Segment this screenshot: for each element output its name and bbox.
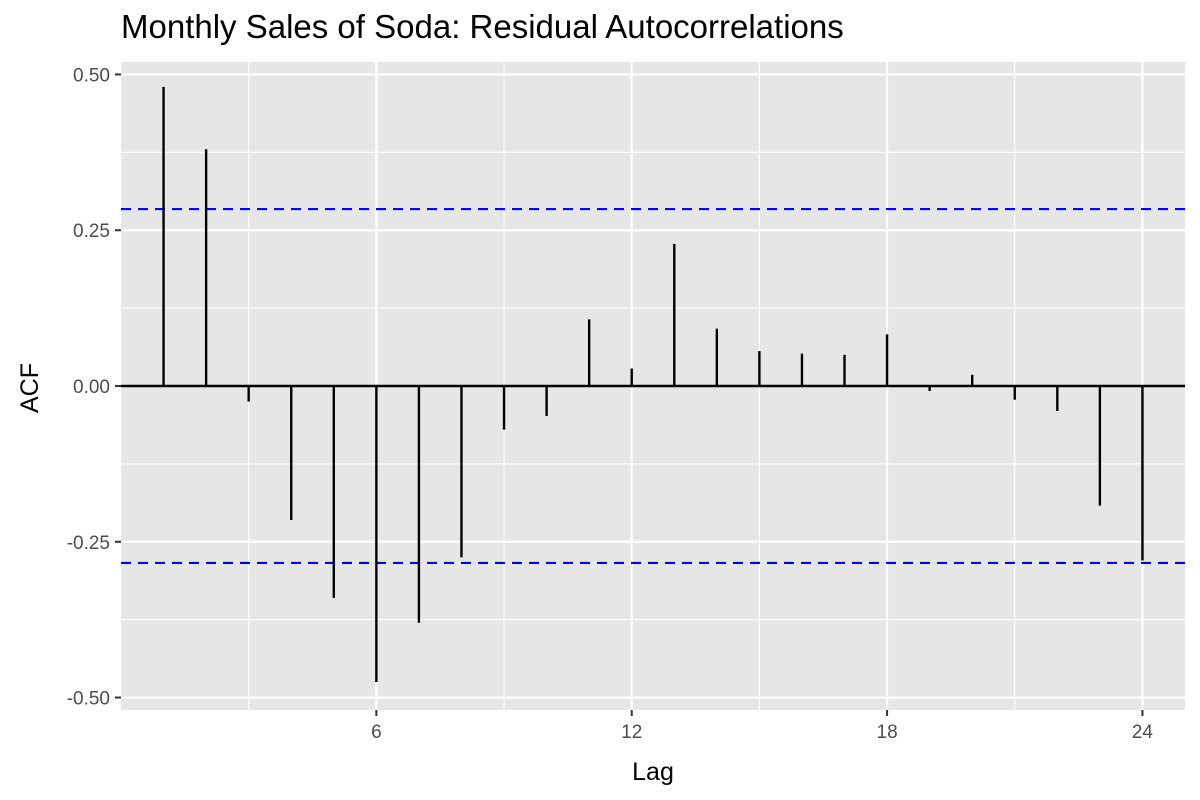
x-tick-label: 18 [877, 722, 898, 743]
y-axis: -0.50 -0.25 0.00 0.25 0.50 [67, 65, 121, 710]
y-tick-label: 0.25 [73, 221, 110, 242]
x-tick-label: 24 [1132, 722, 1154, 743]
y-tick-label: 0.50 [73, 65, 110, 86]
y-tick-label: -0.50 [67, 689, 110, 710]
acf-spikes [162, 86, 1144, 682]
x-tick-label: 12 [621, 722, 642, 743]
y-tick-label: -0.25 [67, 533, 110, 554]
confidence-bounds [121, 207, 1185, 565]
x-tick-label: 6 [371, 722, 382, 743]
y-axis-title: ACF [16, 363, 44, 413]
chart-title: Monthly Sales of Soda: Residual Autocorr… [121, 8, 844, 45]
y-tick-label: 0.00 [73, 377, 110, 398]
x-axis: 6 12 18 24 [371, 710, 1153, 743]
x-axis-title: Lag [632, 758, 674, 786]
